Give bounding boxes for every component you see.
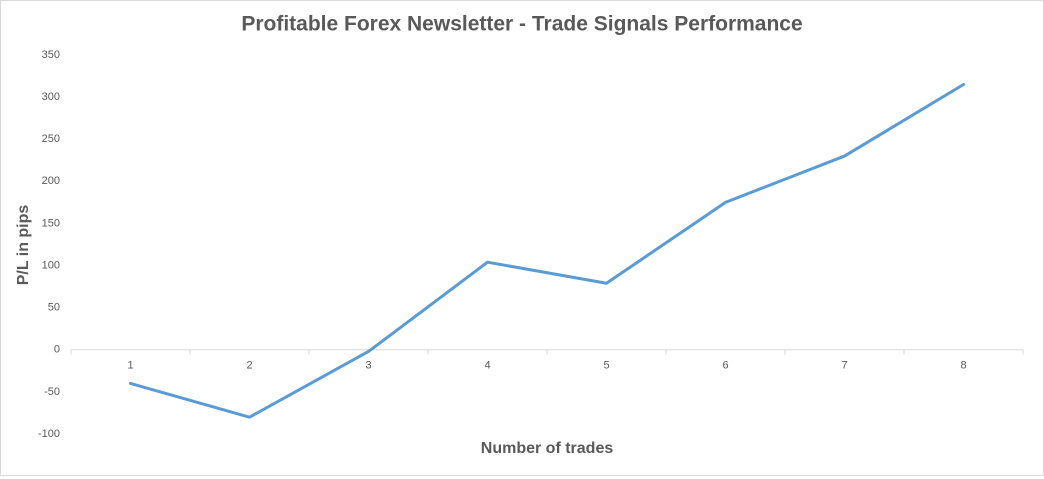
x-tick-label: 7: [841, 360, 847, 372]
data-line: [129, 82, 965, 419]
y-tick-label: 300: [42, 91, 60, 103]
y-tick-label: 350: [42, 49, 60, 61]
y-axis-title: P/L in pips: [15, 205, 32, 286]
x-tick-label: 5: [603, 360, 609, 372]
y-tick-label: -100: [38, 428, 60, 440]
x-tick-label: 1: [127, 360, 133, 372]
x-tick-label: 6: [722, 360, 728, 372]
x-tick-label: 4: [484, 360, 490, 372]
y-tick-label: 150: [42, 217, 60, 229]
y-tick-label: -50: [44, 386, 60, 398]
y-tick-label: 0: [54, 344, 60, 356]
x-tick-label: 2: [246, 360, 252, 372]
chart-title: Profitable Forex Newsletter - Trade Sign…: [241, 13, 802, 36]
y-tick-label: 100: [42, 259, 60, 271]
x-tick-label: 8: [960, 360, 966, 372]
y-tick-label: 50: [48, 302, 60, 314]
y-tick-label: 200: [42, 175, 60, 187]
y-tick-label: 250: [42, 133, 60, 145]
x-tick-label: 3: [365, 360, 371, 372]
x-axis-title: Number of trades: [481, 440, 614, 457]
